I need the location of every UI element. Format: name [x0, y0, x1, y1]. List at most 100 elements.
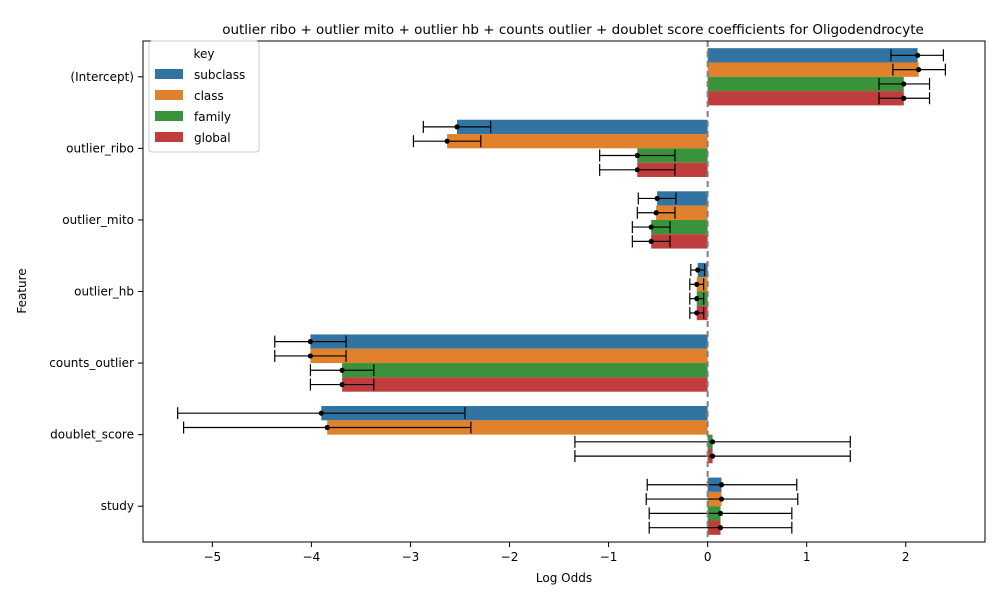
errorbar-class-(Intercept) — [892, 63, 946, 76]
bar-class-outlier_ribo — [447, 134, 708, 149]
legend-title: key — [193, 47, 214, 61]
bar-subclass-outlier_ribo — [457, 119, 708, 135]
errorbar-global-outlier_ribo — [599, 163, 676, 176]
bar-class-outlier_mito — [656, 205, 708, 220]
point-global-outlier_mito — [648, 238, 654, 244]
point-subclass-doublet_score — [318, 410, 324, 416]
plot-area — [177, 41, 946, 542]
point-class-outlier_ribo — [444, 138, 450, 144]
errorbar-subclass-(Intercept) — [890, 49, 944, 62]
point-family-counts_outlier — [339, 367, 345, 373]
point-subclass-counts_outlier — [307, 339, 314, 345]
point-global-counts_outlier — [339, 381, 345, 388]
point-family-outlier_hb — [694, 296, 700, 302]
y-tick-label: outlier_mito — [62, 213, 134, 227]
bar-class-counts_outlier — [310, 348, 708, 364]
x-tick-label: −3 — [402, 550, 420, 564]
point-global-doublet_score — [709, 453, 716, 459]
errorbar-family-outlier_mito — [631, 221, 671, 234]
y-tick-label: outlier_hb — [74, 285, 134, 299]
bar-subclass-counts_outlier — [310, 334, 708, 349]
errorbar-family-(Intercept) — [878, 77, 931, 90]
bar-class-(Intercept) — [707, 62, 919, 77]
legend-label: family — [194, 110, 231, 124]
point-global-outlier_ribo — [634, 167, 640, 173]
x-axis: −5 −4 −3 −2 −1 0 1 2 — [203, 542, 910, 564]
bar-family-counts_outlier — [342, 363, 708, 378]
x-tick-label: 0 — [704, 550, 712, 564]
x-tick-label: −4 — [303, 550, 321, 564]
bar-family-(Intercept) — [707, 76, 904, 92]
legend-label: global — [194, 131, 231, 145]
y-tick-label: counts_outlier — [49, 356, 134, 370]
errorbar-family-study — [648, 507, 793, 520]
y-tick-label: (Intercept) — [70, 70, 134, 84]
bar-class-doublet_score — [327, 420, 708, 435]
point-class-study — [718, 496, 725, 502]
errorbar-family-outlier_ribo — [599, 149, 676, 162]
x-tick-label: −2 — [501, 550, 519, 564]
point-class-(Intercept) — [916, 67, 922, 73]
axes-frame — [142, 40, 986, 543]
point-subclass-study — [718, 482, 725, 488]
legend-swatch — [155, 90, 183, 100]
point-global-outlier_hb — [694, 310, 700, 316]
point-family-outlier_mito — [648, 224, 654, 230]
legend-entry-class: class — [155, 89, 224, 103]
point-family-study — [717, 510, 724, 516]
point-class-counts_outlier — [307, 353, 314, 359]
y-tick-label: outlier_ribo — [66, 141, 134, 155]
errorbar-subclass-study — [646, 478, 798, 491]
x-tick-label: 1 — [803, 550, 811, 564]
point-class-outlier_hb — [694, 281, 700, 287]
point-subclass-(Intercept) — [915, 52, 921, 58]
errorbar-class-outlier_mito — [636, 206, 676, 219]
legend-swatch — [155, 69, 183, 79]
errorbar-class-outlier_hb — [689, 278, 705, 291]
errorbar-subclass-counts_outlier — [274, 335, 347, 348]
legend-entry-family: family — [155, 110, 231, 124]
point-global-study — [717, 525, 724, 531]
chart-title: outlier ribo + outlier mito + outlier hb… — [222, 22, 924, 38]
errorbar-family-outlier_hb — [689, 292, 705, 305]
point-global-(Intercept) — [901, 95, 907, 101]
x-axis-label: Log Odds — [536, 571, 592, 585]
x-tick-label: 2 — [902, 550, 910, 564]
point-class-doublet_score — [324, 424, 330, 431]
errorbar-global-study — [648, 521, 793, 534]
point-class-outlier_mito — [653, 210, 659, 216]
legend-swatch — [155, 111, 183, 121]
point-subclass-outlier_ribo — [454, 124, 460, 130]
bar-subclass-(Intercept) — [707, 48, 918, 63]
errorbar-global-counts_outlier — [309, 378, 375, 391]
errorbar-class-outlier_ribo — [412, 135, 482, 148]
bar-global-outlier_mito — [651, 234, 708, 249]
y-axis-label: Feature — [15, 268, 29, 313]
bar-family-outlier_mito — [651, 219, 708, 235]
legend-entry-subclass: subclass — [155, 68, 245, 82]
errorbar-class-doublet_score — [183, 421, 472, 434]
errorbar-class-study — [645, 493, 799, 506]
point-family-(Intercept) — [901, 81, 907, 87]
errorbar-class-counts_outlier — [274, 349, 347, 362]
bar-global-(Intercept) — [707, 91, 904, 106]
point-subclass-outlier_hb — [695, 267, 701, 273]
bar-global-counts_outlier — [342, 377, 708, 392]
y-tick-label: doublet_score — [50, 428, 134, 442]
errorbar-global-doublet_score — [574, 450, 851, 463]
point-family-outlier_ribo — [634, 152, 640, 159]
errorbar-family-doublet_score — [574, 435, 851, 448]
bar-subclass-doublet_score — [321, 406, 708, 421]
legend-box — [148, 40, 260, 153]
errorbar-subclass-outlier_hb — [690, 264, 706, 277]
errorbar-global-outlier_mito — [631, 235, 671, 248]
legend-swatch — [155, 132, 183, 142]
x-tick-label: −1 — [600, 550, 618, 564]
errorbar-global-outlier_hb — [689, 306, 705, 319]
point-family-doublet_score — [709, 439, 716, 445]
errorbar-subclass-doublet_score — [177, 407, 466, 420]
errorbar-global-(Intercept) — [878, 92, 931, 105]
x-tick-label: −5 — [203, 550, 221, 564]
y-axis: (Intercept) outlier_ribo outlier_mitooutli… — [49, 70, 143, 513]
